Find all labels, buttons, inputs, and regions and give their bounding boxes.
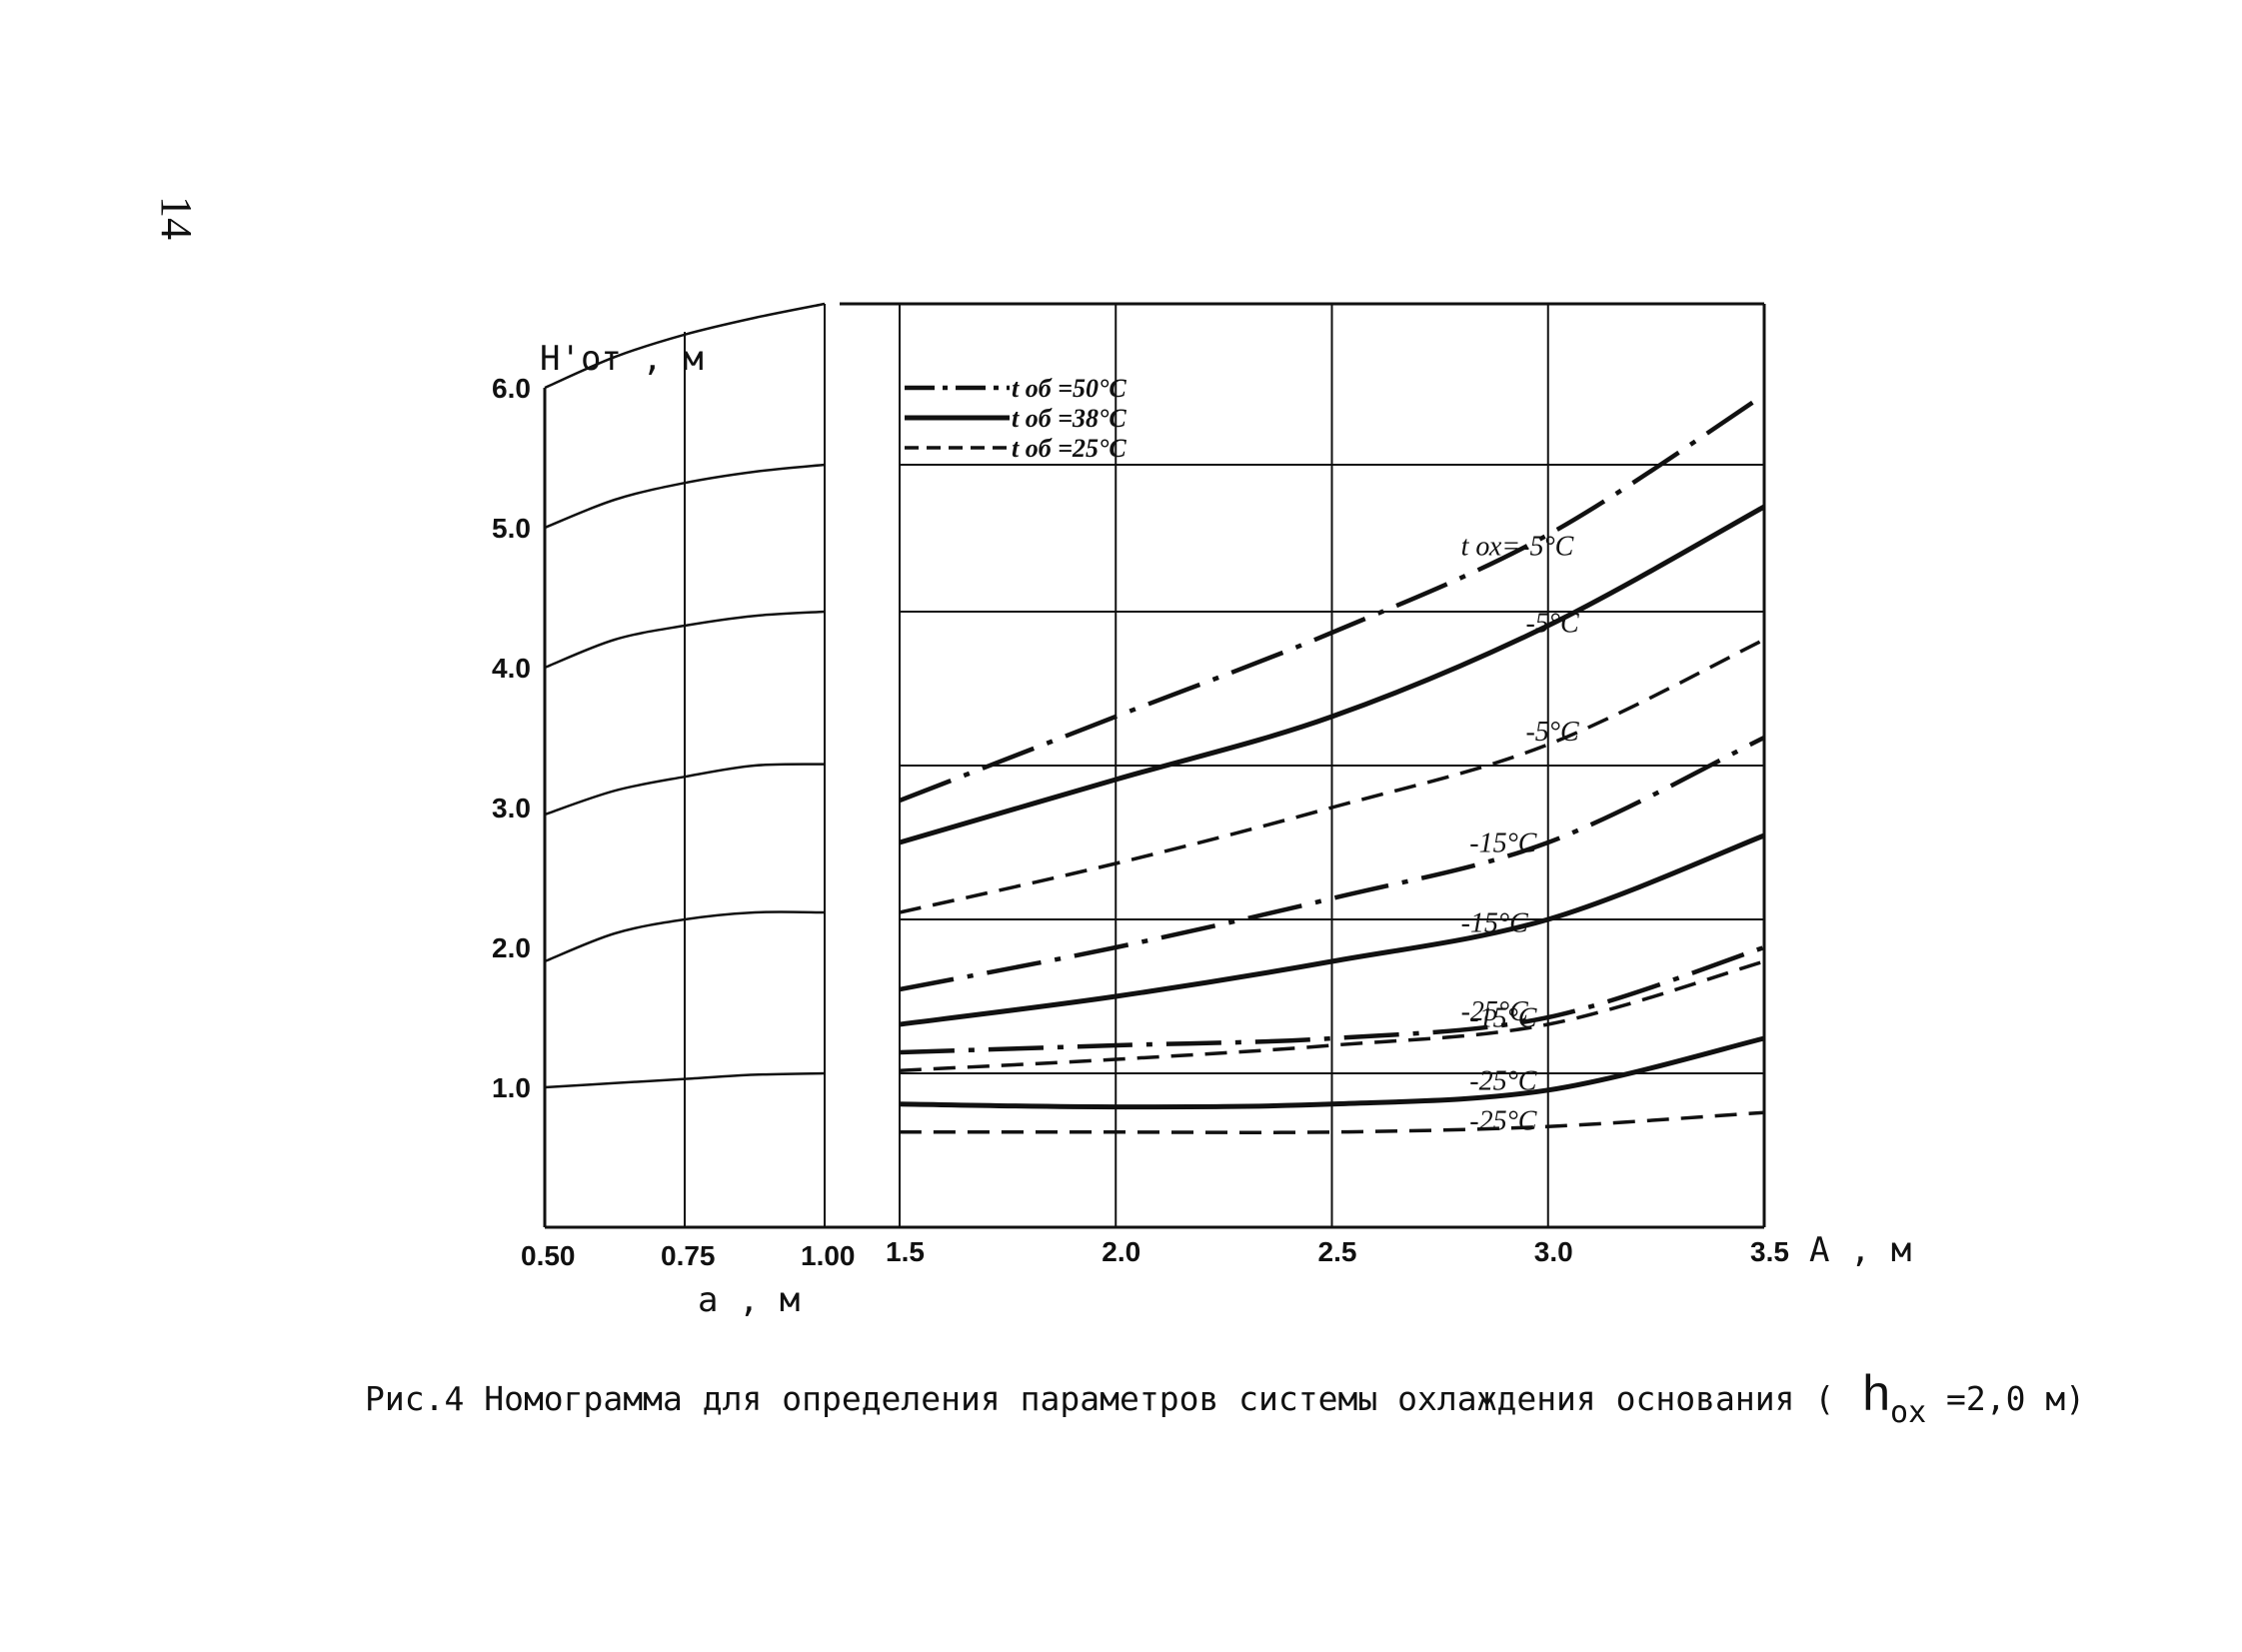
- left-curve-2: [544, 763, 826, 817]
- right-x-tick-4: 3.5: [1750, 1236, 1789, 1267]
- legend-label-1: t об =38°C: [1012, 404, 1126, 433]
- caption-prefix: Рис.4 Номограмма для определения парамет…: [365, 1379, 1835, 1418]
- legend-label-2: t об =25°C: [1012, 434, 1126, 463]
- x-axis-label-left: a , м: [698, 1280, 800, 1320]
- curve-label-6: -15°C: [1469, 1002, 1537, 1033]
- right-curve-6: [899, 959, 1765, 1072]
- legend-label-0: t об =50°C: [1012, 374, 1126, 403]
- tick-labels: 1.0 2.0 3.0 4.0 5.0 6.0 0.50 0.75 1.00 1.5 2.0 2.5 3…: [492, 373, 1789, 1271]
- left-panel-curves: [544, 302, 826, 1089]
- right-curve-0: [899, 393, 1766, 804]
- y-axis-label: H'от , м: [540, 339, 704, 379]
- right-x-tick-2: 2.5: [1318, 1236, 1357, 1267]
- right-x-tick-3: 3.0: [1534, 1236, 1573, 1267]
- caption-symbol: h: [1862, 1365, 1891, 1421]
- right-curve-1: [899, 504, 1766, 845]
- left-curve-5: [544, 302, 826, 390]
- right-x-tick-0: 1.5: [886, 1236, 925, 1267]
- right-curve-2: [899, 638, 1765, 914]
- right-panel-curves: [899, 393, 1766, 1134]
- y-tick-1: 2.0: [492, 932, 531, 963]
- curve-label-3: -15°C: [1469, 827, 1537, 858]
- grid-lines: [684, 303, 1765, 1227]
- caption-subscript: ох: [1890, 1395, 1927, 1430]
- curve-label-8: -25°C: [1469, 1105, 1537, 1136]
- right-curve-5: [899, 944, 1765, 1055]
- y-tick-4: 5.0: [492, 513, 531, 544]
- caption-suffix: =2,0 м): [1926, 1379, 2086, 1418]
- y-tick-0: 1.0: [492, 1072, 531, 1103]
- right-x-tick-1: 2.0: [1102, 1236, 1140, 1267]
- curve-labels: t ох=-5°C-5°C-5°C-15°C-15°C-25°C-15°C-25…: [1461, 531, 1579, 1136]
- left-curve-1: [544, 910, 826, 963]
- figure-caption: Рис.4 Номограмма для определения парамет…: [365, 1364, 2086, 1430]
- curve-label-4: -15°C: [1461, 907, 1529, 938]
- x-axis-label-right: A , м: [1809, 1230, 1911, 1270]
- curve-label-1: -5°C: [1525, 609, 1579, 640]
- right-curve-3: [899, 735, 1765, 992]
- right-curve-4: [899, 832, 1765, 1027]
- curve-label-5: -25°C: [1461, 996, 1529, 1027]
- left-x-tick-1: 0.75: [661, 1240, 716, 1271]
- left-curve-3: [544, 610, 826, 670]
- y-tick-2: 3.0: [492, 793, 531, 824]
- left-x-tick-0: 0.50: [521, 1240, 576, 1271]
- curve-label-7: -25°C: [1469, 1065, 1537, 1096]
- left-x-tick-2: 1.00: [801, 1240, 856, 1271]
- right-curve-8: [899, 1110, 1765, 1134]
- left-curve-0: [544, 1071, 826, 1089]
- left-curve-4: [544, 463, 826, 530]
- legend: t об =50°Ct об =38°Ct об =25°C: [905, 374, 1126, 463]
- curve-label-2: -5°C: [1525, 717, 1579, 748]
- y-tick-3: 4.0: [492, 653, 531, 684]
- curve-label-0: t ох=-5°C: [1461, 531, 1574, 562]
- right-curve-7: [899, 1035, 1765, 1110]
- y-tick-5: 6.0: [492, 373, 531, 404]
